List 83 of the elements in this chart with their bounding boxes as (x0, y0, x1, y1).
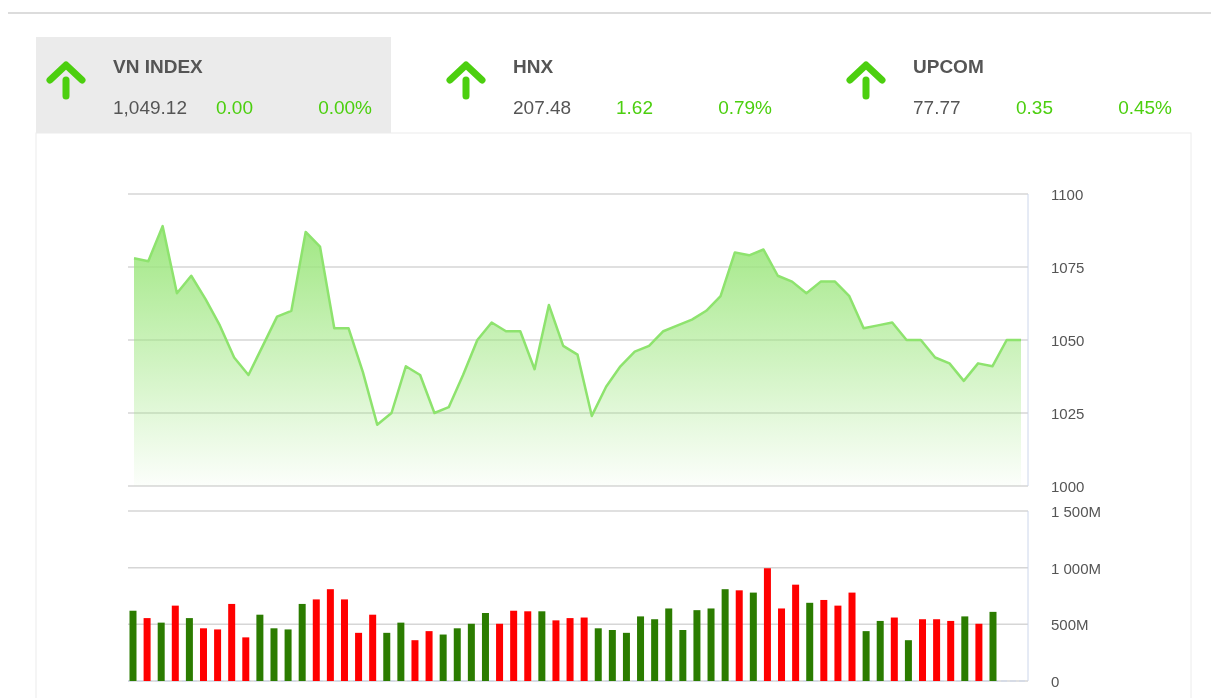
bar (298, 603, 306, 681)
text: 77.77 (913, 97, 961, 118)
bar (989, 611, 997, 681)
bar (848, 592, 856, 681)
bar (129, 610, 137, 681)
bar (524, 611, 532, 681)
bar (862, 631, 870, 681)
bar (594, 628, 602, 681)
bar (369, 614, 377, 681)
bar (876, 620, 884, 681)
bar (411, 640, 419, 681)
bar (707, 608, 715, 681)
bar (214, 629, 222, 681)
text: 207.48 (513, 97, 572, 118)
bar (496, 623, 504, 681)
y-tick-label: 1025 (1051, 405, 1085, 422)
bar (622, 632, 630, 681)
bar (397, 622, 405, 681)
text: VN INDEX (113, 56, 204, 77)
bar (792, 584, 800, 681)
bar (157, 622, 165, 681)
bar (453, 628, 461, 681)
bar (763, 568, 771, 681)
bar (947, 620, 955, 681)
bar (256, 614, 264, 681)
bar (665, 608, 673, 681)
bar (637, 616, 645, 681)
bar (890, 617, 898, 681)
bar (834, 605, 842, 681)
bar (679, 630, 687, 681)
bar (228, 603, 236, 681)
y-tick-label: 1100 (1051, 186, 1084, 203)
bar (481, 613, 489, 681)
y-tick-label: 500M (1051, 616, 1089, 634)
bar (383, 632, 391, 681)
text: 0.00 (216, 97, 253, 118)
bar (975, 623, 983, 681)
bar (355, 632, 363, 681)
y-tick-label: 1 500M (1051, 503, 1102, 520)
bar (538, 611, 546, 681)
bar (185, 618, 193, 681)
bar (467, 623, 475, 681)
bar (284, 629, 292, 681)
text: UPCOM (913, 56, 984, 77)
bar (340, 599, 348, 681)
bar (806, 602, 814, 681)
text: 1,049.12 (113, 97, 187, 118)
bar (242, 637, 250, 681)
text: HNX (513, 56, 554, 77)
bar (270, 628, 278, 681)
text: 0.00% (318, 97, 373, 118)
bar (735, 590, 743, 681)
bar (693, 610, 701, 681)
bar (820, 599, 828, 681)
bar (143, 618, 151, 681)
bar (566, 618, 574, 681)
y-tick-label: 1 000M (1051, 559, 1102, 577)
y-tick-label: 1075 (1051, 259, 1085, 276)
bar (510, 610, 518, 681)
bar (778, 608, 786, 681)
bar (171, 605, 179, 681)
bar (961, 616, 969, 681)
text: 0.79% (718, 97, 773, 118)
bar (608, 630, 616, 681)
text: 1.62 (616, 97, 653, 118)
bar (326, 589, 334, 681)
bar (933, 619, 941, 681)
bar (721, 589, 729, 681)
bar (439, 634, 447, 681)
bar (580, 617, 588, 681)
bar (904, 640, 912, 681)
bar (312, 599, 320, 681)
bar (749, 592, 757, 681)
y-tick-label: 1000 (1051, 478, 1085, 495)
bar (919, 619, 927, 681)
bar (651, 619, 659, 681)
y-tick-label: 0 (1051, 673, 1060, 690)
bar (552, 620, 560, 681)
y-tick-label: 1050 (1051, 332, 1085, 349)
text: 0.35 (1016, 97, 1053, 118)
bar (199, 628, 207, 681)
text: 0.45% (1118, 97, 1173, 118)
bar (425, 631, 433, 681)
